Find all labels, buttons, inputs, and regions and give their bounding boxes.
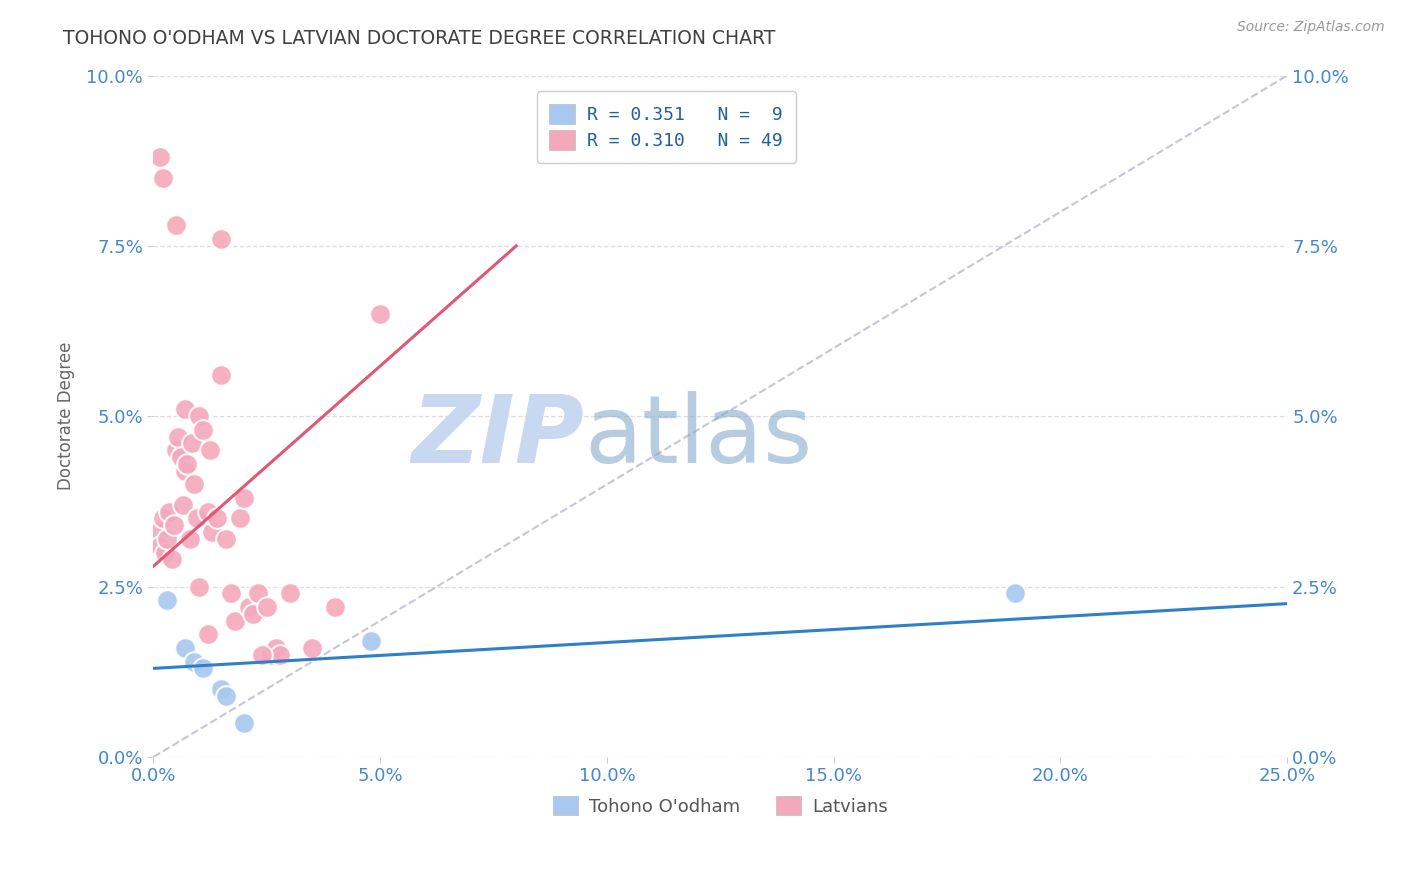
- Point: [252, 648, 274, 662]
- Point: [211, 232, 233, 246]
- Point: [278, 586, 301, 600]
- Point: [198, 443, 221, 458]
- Point: [152, 170, 174, 185]
- Point: [167, 430, 190, 444]
- Point: [183, 477, 205, 491]
- Point: [149, 539, 172, 553]
- Point: [197, 505, 219, 519]
- Point: [238, 600, 260, 615]
- Point: [242, 607, 264, 621]
- Point: [211, 681, 233, 696]
- Point: [179, 532, 201, 546]
- Point: [211, 368, 233, 383]
- Y-axis label: Doctorate Degree: Doctorate Degree: [58, 342, 75, 491]
- Point: [181, 436, 204, 450]
- Legend: Tohono O'odham, Latvians: Tohono O'odham, Latvians: [546, 789, 896, 823]
- Point: [146, 525, 169, 540]
- Point: [260, 648, 283, 662]
- Text: atlas: atlas: [585, 391, 813, 483]
- Point: [256, 600, 278, 615]
- Point: [228, 511, 250, 525]
- Point: [264, 640, 287, 655]
- Point: [187, 409, 209, 424]
- Point: [183, 655, 205, 669]
- Point: [323, 600, 346, 615]
- Point: [172, 498, 194, 512]
- Point: [224, 614, 246, 628]
- Point: [219, 586, 242, 600]
- Text: Source: ZipAtlas.com: Source: ZipAtlas.com: [1237, 20, 1385, 34]
- Point: [174, 402, 197, 417]
- Point: [174, 464, 197, 478]
- Point: [160, 552, 183, 566]
- Point: [187, 580, 209, 594]
- Point: [246, 586, 269, 600]
- Point: [368, 307, 391, 321]
- Point: [157, 505, 180, 519]
- Point: [193, 423, 215, 437]
- Point: [233, 715, 256, 730]
- Point: [153, 545, 176, 559]
- Point: [165, 443, 187, 458]
- Point: [165, 219, 187, 233]
- Point: [215, 689, 238, 703]
- Point: [360, 634, 382, 648]
- Point: [156, 532, 179, 546]
- Point: [215, 532, 238, 546]
- Point: [176, 457, 198, 471]
- Point: [163, 518, 186, 533]
- Point: [156, 593, 179, 607]
- Point: [269, 648, 291, 662]
- Point: [193, 661, 215, 675]
- Point: [233, 491, 256, 505]
- Point: [174, 640, 197, 655]
- Point: [1004, 586, 1026, 600]
- Point: [152, 511, 174, 525]
- Point: [169, 450, 191, 464]
- Point: [197, 627, 219, 641]
- Point: [201, 525, 224, 540]
- Text: TOHONO O'ODHAM VS LATVIAN DOCTORATE DEGREE CORRELATION CHART: TOHONO O'ODHAM VS LATVIAN DOCTORATE DEGR…: [63, 29, 776, 47]
- Point: [205, 511, 228, 525]
- Point: [186, 511, 208, 525]
- Point: [149, 150, 172, 164]
- Point: [301, 640, 323, 655]
- Text: ZIP: ZIP: [412, 391, 585, 483]
